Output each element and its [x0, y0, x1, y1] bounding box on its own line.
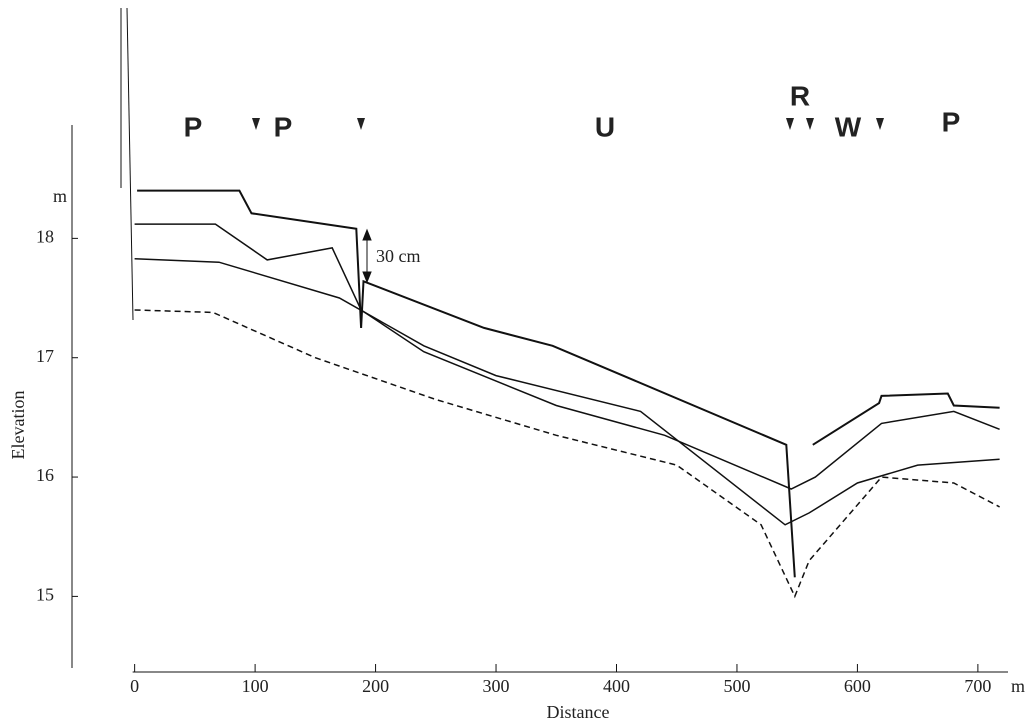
annotation: 30 cm: [376, 246, 421, 266]
y-tick-label: 17: [36, 346, 54, 366]
x-tick-label: 0: [130, 676, 139, 696]
x-axis-label: Distance: [547, 702, 610, 722]
x-tick-label: 100: [242, 676, 269, 696]
y-tick-label: 18: [36, 226, 54, 246]
y-unit: m: [53, 186, 67, 206]
x-tick-label: 700: [964, 676, 991, 696]
zone-markers: [252, 118, 884, 130]
y-tick-label: 16: [36, 465, 54, 485]
x-tick-label: 300: [483, 676, 510, 696]
profile-line: [137, 189, 1000, 578]
x-unit: m: [1011, 676, 1025, 696]
x-tick-label: 500: [723, 676, 750, 696]
zone-label: W: [835, 111, 862, 142]
x-tick-label: 600: [844, 676, 871, 696]
profile-line: [134, 223, 1000, 490]
x-tick-label: 400: [603, 676, 630, 696]
y-axis-label: Elevation: [8, 391, 28, 460]
profile-line: [134, 309, 1000, 599]
zone-label: U: [595, 111, 615, 142]
x-tick-label: 200: [362, 676, 389, 696]
zone-label: P: [274, 111, 293, 142]
pole: [126, 7, 134, 321]
scale-arrow: [362, 228, 372, 284]
zone-label: P: [184, 111, 203, 142]
y-tick-label: 15: [36, 585, 54, 605]
profile-line: [134, 257, 1000, 526]
zone-label: R: [790, 80, 810, 111]
zone-label: P: [942, 106, 961, 137]
